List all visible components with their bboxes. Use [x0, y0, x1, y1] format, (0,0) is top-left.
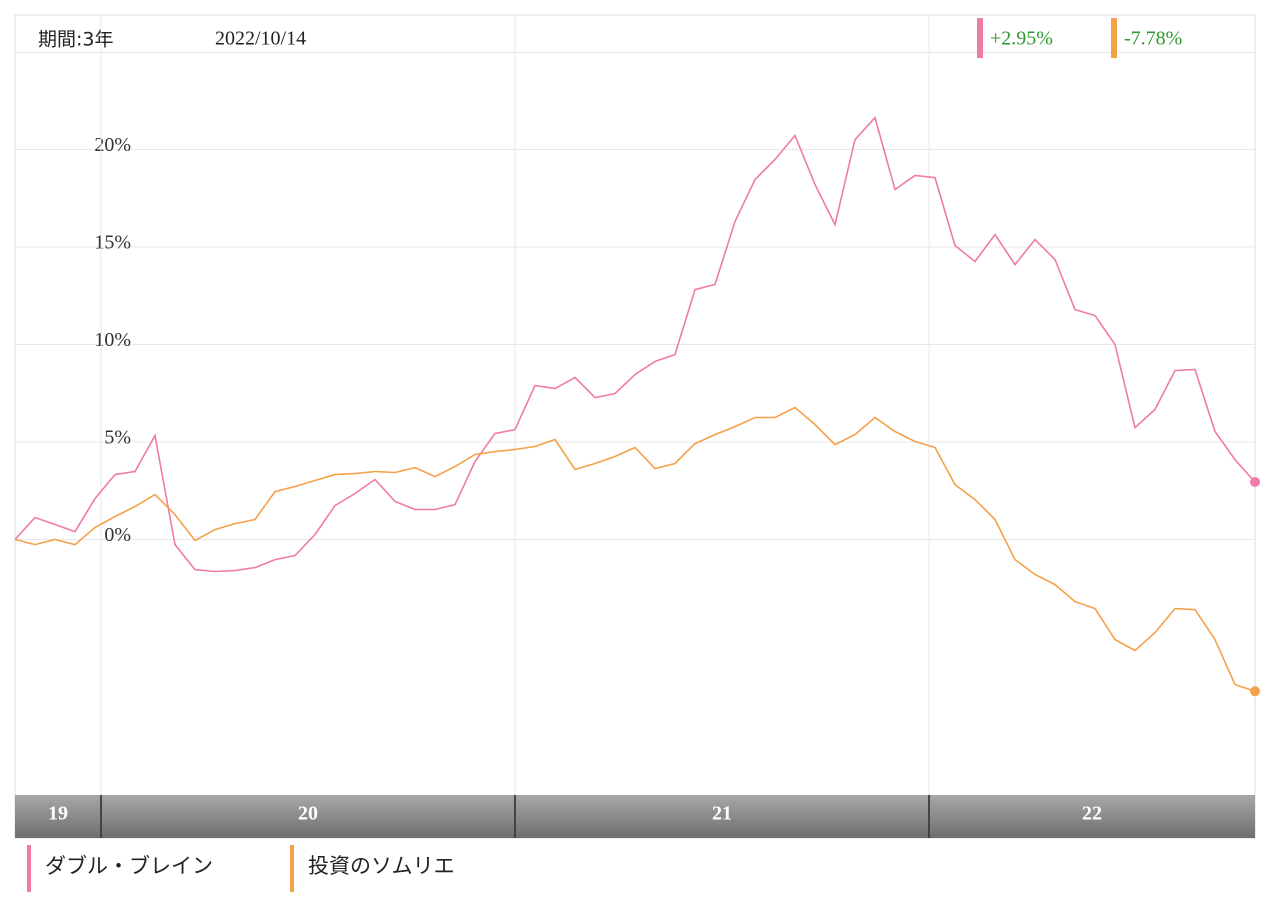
legend-label: ダブル・ブレイン — [45, 854, 213, 878]
y-tick-label: 15% — [94, 232, 131, 254]
header-swatch — [1111, 18, 1117, 58]
series-line — [14, 115, 1256, 573]
plot-frame — [14, 14, 1256, 839]
period-label: 期間:3年 — [38, 29, 114, 51]
legend-swatch — [290, 845, 294, 892]
y-tick-label: 0% — [104, 524, 131, 546]
end-marker — [1250, 477, 1260, 488]
series-line — [14, 406, 1256, 693]
header-swatch — [977, 18, 983, 58]
x-band-label: 22 — [1082, 803, 1102, 825]
date-label: 2022/10/14 — [215, 28, 306, 50]
x-band — [15, 795, 1255, 838]
x-band-label: 21 — [712, 803, 732, 825]
legend-label: 投資のソムリエ — [308, 854, 455, 878]
y-tick-label: 5% — [104, 427, 131, 449]
y-tick-label: 20% — [94, 134, 131, 156]
x-band-label: 20 — [298, 803, 318, 825]
end-marker — [1250, 686, 1260, 697]
x-band-label: 19 — [48, 803, 68, 825]
legend-swatch — [27, 845, 31, 892]
y-tick-label: 10% — [94, 329, 131, 351]
header-return: +2.95% — [990, 28, 1053, 50]
header-return: -7.78% — [1124, 28, 1182, 50]
